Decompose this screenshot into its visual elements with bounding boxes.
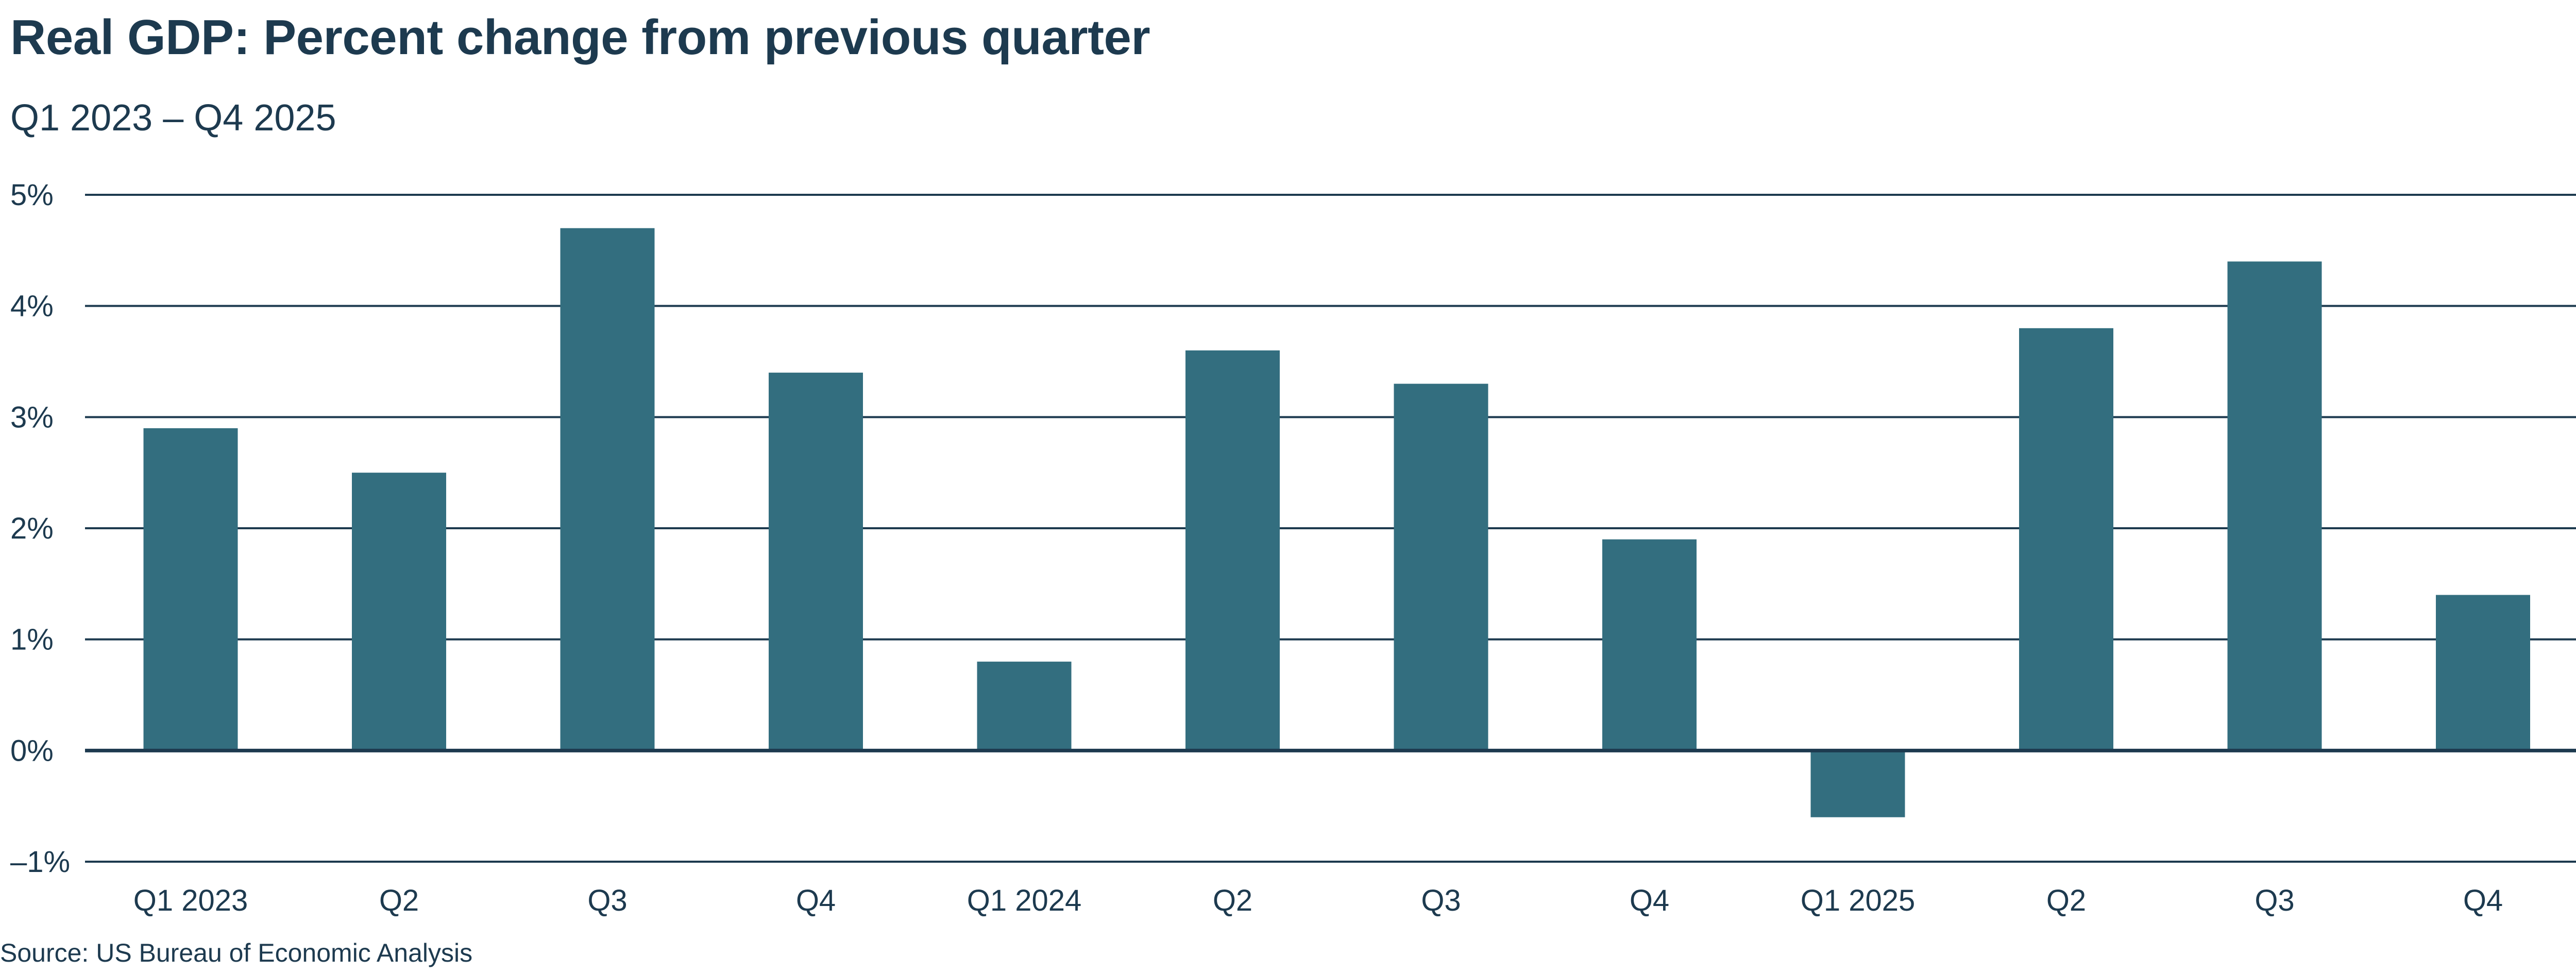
y-tick-label: –1% bbox=[10, 845, 70, 879]
y-axis-tick-labels: 5% 4% 3% 2% 1% 0% –1% bbox=[10, 178, 70, 879]
chart-subtitle: Q1 2023 – Q4 2025 bbox=[10, 97, 336, 139]
bar bbox=[769, 373, 863, 751]
x-tick-label: Q3 bbox=[587, 884, 627, 917]
x-axis-tick-labels: Q1 2023 Q2 Q3 Q4 Q1 2024 Q2 Q3 Q4 Q1 2025 Q2 Q3 Q4 bbox=[133, 884, 2503, 917]
gridlines bbox=[85, 194, 2576, 863]
y-tick-label: 0% bbox=[10, 734, 54, 767]
bars bbox=[143, 228, 2530, 817]
x-tick-label: Q4 bbox=[1630, 884, 1669, 917]
x-tick-label: Q1 2023 bbox=[133, 884, 248, 917]
y-tick-label: 5% bbox=[10, 178, 54, 212]
y-tick-label: 3% bbox=[10, 400, 54, 434]
x-tick-label: Q2 bbox=[379, 884, 419, 917]
bar bbox=[143, 428, 238, 751]
bar bbox=[2227, 261, 2322, 751]
y-tick-label: 4% bbox=[10, 290, 54, 323]
x-tick-label: Q3 bbox=[2255, 884, 2294, 917]
chart-title: Real GDP: Percent change from previous q… bbox=[10, 10, 1150, 65]
source-note: Source: US Bureau of Economic Analysis bbox=[0, 938, 473, 967]
y-tick-label: 1% bbox=[10, 623, 54, 657]
x-tick-label: Q1 2024 bbox=[967, 884, 1082, 917]
x-tick-label: Q2 bbox=[2046, 884, 2086, 917]
bar bbox=[2019, 328, 2113, 751]
bar bbox=[1810, 750, 1905, 817]
x-tick-label: Q4 bbox=[796, 884, 836, 917]
bar bbox=[1394, 383, 1488, 751]
bar bbox=[560, 228, 655, 751]
bar bbox=[977, 661, 1072, 751]
y-tick-label: 2% bbox=[10, 512, 54, 545]
bar bbox=[1185, 350, 1280, 751]
bar bbox=[352, 473, 446, 751]
bar bbox=[1602, 539, 1697, 751]
x-tick-label: Q3 bbox=[1421, 884, 1461, 917]
bar bbox=[2436, 595, 2530, 751]
x-tick-label: Q4 bbox=[2463, 884, 2503, 917]
x-tick-label: Q2 bbox=[1213, 884, 1252, 917]
x-tick-label: Q1 2025 bbox=[1801, 884, 1916, 917]
